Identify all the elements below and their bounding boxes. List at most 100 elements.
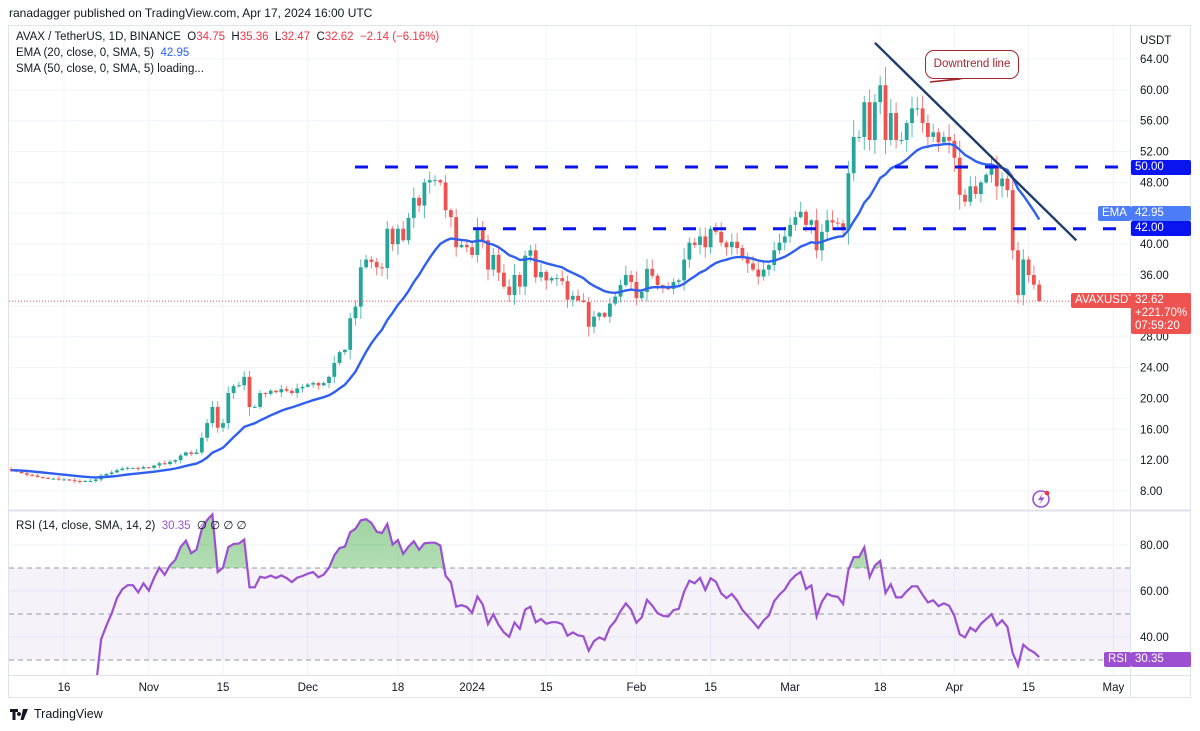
candle-down — [1026, 259, 1031, 276]
candle-up — [194, 452, 199, 454]
candle-up — [639, 291, 644, 299]
candle-up — [348, 318, 353, 350]
rsi-legend[interactable]: RSI (14, close, SMA, 14, 2) 30.35 ∅ ∅ ∅ … — [16, 518, 247, 532]
time-tick-label: 18 — [392, 682, 405, 694]
candle-down — [316, 383, 321, 386]
symbol-legend[interactable]: AVAX / TetherUS, 1D, BINANCE O34.75 H35.… — [16, 31, 439, 43]
time-tick-label: 15 — [540, 682, 553, 694]
candle-up — [809, 220, 814, 225]
candle-down — [1032, 275, 1036, 285]
candle-down — [692, 242, 697, 245]
candle-down — [1010, 190, 1015, 251]
candle-down — [602, 312, 607, 317]
candle-down — [449, 210, 453, 218]
candle-down — [963, 194, 967, 202]
candle-down — [215, 406, 220, 428]
candle-down — [756, 269, 761, 277]
candle-down — [78, 480, 82, 482]
candle-down — [274, 390, 278, 393]
rsi-value: 30.35 — [161, 520, 191, 532]
candle-up — [385, 228, 390, 269]
sma-legend[interactable]: SMA (50, close, 0, SMA, 5) loading... — [16, 63, 204, 75]
candle-down — [581, 300, 586, 303]
ema-value: 42.95 — [160, 47, 190, 59]
candle-down — [56, 478, 61, 480]
publisher-line: ranadagger published on TradingView.com,… — [9, 6, 373, 20]
candle-down — [920, 108, 925, 124]
price-tick-label: 16.00 — [1140, 424, 1169, 436]
candle-up — [364, 259, 368, 268]
candle-up — [623, 275, 628, 286]
candle-up — [878, 85, 883, 103]
candle-up — [549, 278, 554, 281]
candle-up — [777, 242, 782, 251]
candle-down — [438, 180, 443, 183]
time-tick-label: Mar — [780, 682, 800, 694]
candle-up — [931, 132, 936, 137]
candle-up — [608, 303, 612, 317]
candle-down — [629, 275, 633, 282]
grid-lines — [9, 26, 1130, 675]
candle-up — [491, 254, 496, 270]
candle-up — [782, 236, 787, 243]
price-tick-label: 48.00 — [1140, 177, 1169, 189]
candle-down — [46, 477, 50, 479]
candle-up — [109, 472, 114, 475]
alert-lightning-icon[interactable] — [1032, 490, 1050, 508]
rsi-tick-label: 40.00 — [1140, 632, 1169, 644]
downtrend-annotation[interactable]: Downtrend line — [925, 50, 1019, 79]
candle-down — [263, 393, 268, 395]
candle-down — [745, 257, 750, 264]
candle-up — [88, 480, 93, 482]
symbol-name: AVAX / TetherUS, 1D, BINANCE — [16, 31, 181, 43]
price-axis-currency: USDT — [1140, 35, 1171, 47]
change-value: −2.14 (−6.16%) — [359, 31, 440, 43]
ema-legend[interactable]: EMA (20, close, 0, SMA, 5) 42.95 — [16, 47, 189, 59]
candle-up — [295, 388, 300, 394]
rsi-value-tag: 30.35 — [1131, 652, 1191, 667]
candle-up — [300, 386, 305, 389]
candle-down — [714, 228, 718, 232]
ema-label: EMA (20, close, 0, SMA, 5) — [16, 47, 155, 59]
candle-up — [671, 281, 676, 289]
level-42-tag: 42.00 — [1131, 221, 1191, 236]
candle-up — [242, 376, 247, 386]
candle-up — [873, 102, 877, 141]
candle-down — [719, 231, 724, 243]
candle-up — [645, 268, 649, 292]
candle-up — [767, 264, 771, 270]
price-tick-label: 40.00 — [1140, 239, 1169, 251]
candle-down — [146, 467, 151, 469]
price-tick-label: 60.00 — [1140, 85, 1169, 97]
candle-down — [496, 254, 501, 273]
candles — [9, 66, 1042, 484]
candle-up — [268, 390, 273, 394]
price-tick-label: 52.00 — [1140, 147, 1169, 159]
low-label: L — [274, 31, 282, 43]
price-tick-label: 20.00 — [1140, 393, 1169, 405]
candle-down — [40, 477, 45, 479]
candle-up — [915, 108, 920, 110]
candle-up — [120, 468, 125, 471]
candle-down — [25, 473, 29, 475]
tradingview-logo[interactable]: TradingView — [10, 707, 103, 721]
time-tick-label: Apr — [945, 682, 963, 694]
candle-up — [305, 384, 310, 387]
candle-up — [761, 269, 766, 277]
price-tick-label: 24.00 — [1140, 363, 1169, 375]
candle-down — [19, 471, 24, 474]
downtrend-line — [874, 41, 1078, 242]
candle-down — [724, 242, 729, 248]
level-50-tag: 50.00 — [1131, 160, 1191, 175]
candle-up — [332, 362, 337, 377]
candle-down — [507, 286, 512, 296]
bar-countdown: 07:59:20 — [1135, 320, 1180, 332]
candle-up — [51, 478, 56, 480]
low-value: 32.47 — [281, 31, 311, 43]
candle-up — [141, 467, 146, 469]
candle-up — [984, 174, 989, 183]
candle-down — [703, 236, 708, 248]
candle-up — [157, 463, 162, 466]
candle-up — [570, 295, 575, 300]
